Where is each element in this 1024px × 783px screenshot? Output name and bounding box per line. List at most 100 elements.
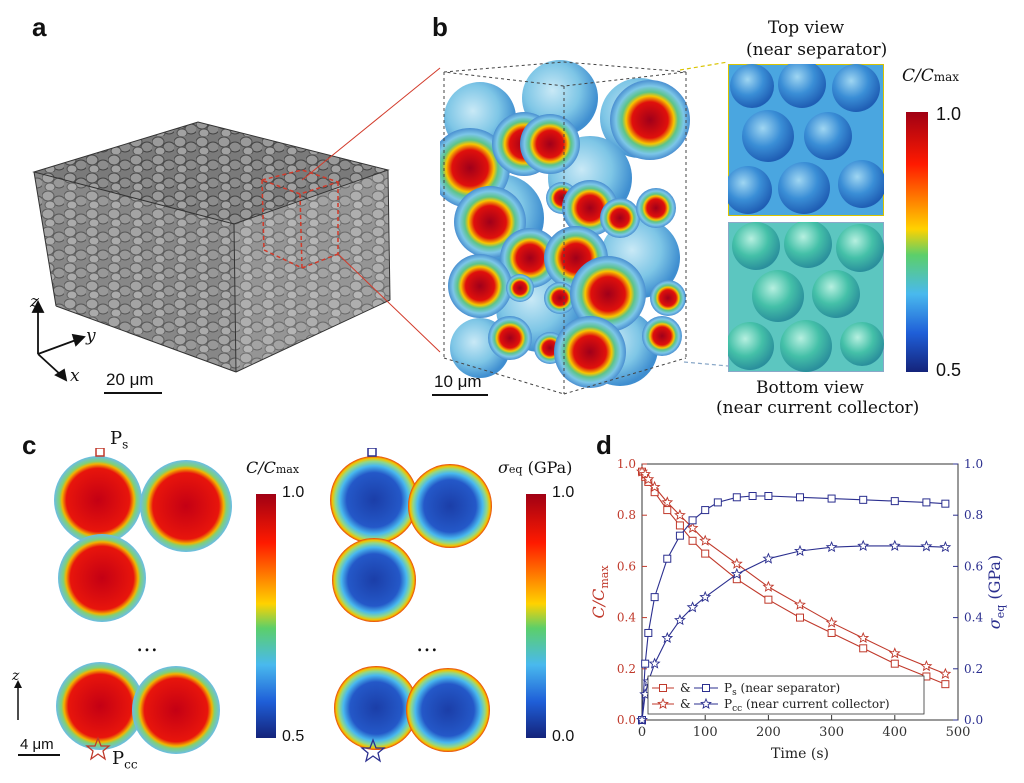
data-point-2: [713, 498, 722, 507]
data-point-2: [663, 554, 672, 563]
panel-b-label: b: [432, 12, 448, 42]
z-axis-label-c: z: [12, 668, 20, 684]
axis-z-label: z: [30, 292, 39, 312]
bottom-view-image: [728, 222, 884, 372]
legend-amp: &: [680, 681, 691, 695]
stress-cross-section: [330, 448, 492, 763]
scale-bar-a: [104, 392, 162, 394]
axis-x-label: x: [70, 366, 80, 386]
y-left-tick-label: 0.8: [617, 508, 636, 522]
data-point-0: [764, 595, 773, 604]
data-point-1: [825, 616, 838, 628]
ellipsis-left: …: [136, 632, 158, 657]
data-point-0: [675, 521, 684, 530]
legend-marker-conc: [659, 684, 667, 692]
point-pcc-label: Pcc: [112, 748, 138, 772]
zoom-connectors: [301, 61, 729, 367]
colorbar-c1-min: 0.5: [282, 728, 305, 745]
y-left-tick-label: 0.6: [617, 559, 636, 573]
scale-bar-c: [18, 754, 60, 756]
colorbar-c1-max: 1.0: [282, 484, 305, 501]
y-left-axis-label: C/Cmax: [589, 565, 611, 619]
data-point-3: [857, 539, 870, 551]
data-point-2: [748, 492, 757, 500]
data-point-3: [825, 541, 838, 553]
data-point-1: [888, 647, 901, 659]
colorbar-c2-title: σeq (GPa): [498, 458, 573, 477]
data-point-0: [663, 506, 672, 515]
data-point-2: [922, 498, 931, 507]
x-tick-label: 400: [882, 725, 907, 740]
ellipsis-right: …: [416, 632, 438, 657]
data-point-1: [762, 580, 775, 592]
particle-concentration-render: [440, 60, 690, 395]
data-point-2: [941, 499, 950, 508]
y-right-axis-label: σeq (GPa): [985, 555, 1007, 629]
y-right-tick-label: 1.0: [964, 457, 983, 471]
z-arrow: [14, 680, 22, 720]
colorbar-b-min: 0.5: [936, 360, 962, 380]
legend-label: Pcc (near current collector): [724, 697, 890, 714]
data-point-3: [699, 590, 712, 603]
series-line-3: [641, 545, 946, 721]
series-line-0: [641, 471, 946, 685]
bottom-view-title: Bottom view: [756, 378, 864, 398]
y-right-tick-label: 0.8: [964, 508, 983, 522]
x-axis-label: Time (s): [771, 746, 829, 762]
x-tick-label: 0: [638, 725, 646, 740]
x-tick-label: 100: [693, 725, 718, 740]
legend-marker-stress: [702, 684, 710, 692]
y-right-tick-label: 0.2: [964, 662, 983, 676]
data-point-1: [642, 473, 655, 485]
data-point-1: [661, 496, 674, 508]
data-point-3: [674, 614, 686, 626]
scale-bar-c-label: 4 μm: [20, 736, 54, 753]
data-point-3: [888, 539, 901, 551]
colorbar-c2-max: 1.0: [552, 484, 575, 501]
data-point-2: [641, 659, 650, 668]
y-right-tick-label: 0.6: [964, 559, 983, 573]
data-point-2: [650, 593, 659, 602]
data-point-3: [730, 567, 743, 580]
electrode-3d-render: [32, 121, 391, 373]
colorbar-b-title: C/Cmax: [902, 66, 960, 86]
legend-amp: &: [680, 697, 691, 711]
y-right-tick-label: 0.4: [964, 611, 983, 625]
data-point-2: [827, 494, 836, 503]
data-point-2: [764, 492, 773, 500]
x-tick-label: 300: [819, 725, 844, 740]
bottom-view-subtitle: (near current collector): [716, 398, 920, 418]
data-point-1: [920, 659, 933, 672]
x-tick-label: 200: [756, 725, 781, 740]
y-left-tick-label: 0.0: [617, 713, 636, 727]
scale-bar-b-label: 10 μm: [434, 372, 482, 391]
data-point-1: [686, 521, 699, 533]
plot-frame: [641, 463, 959, 721]
colorbar-c1-title: C/Cmax: [246, 458, 300, 477]
data-point-2: [732, 493, 741, 502]
legend-marker-conc: [657, 697, 669, 709]
legend-label: Ps (near separator): [724, 681, 840, 698]
data-point-0: [688, 536, 697, 545]
data-point-0: [890, 659, 899, 668]
data-point-2: [859, 495, 868, 504]
data-point-1: [699, 534, 712, 546]
data-point-3: [661, 631, 674, 644]
x-tick-label: 500: [946, 725, 971, 740]
y-left-tick-label: 1.0: [617, 457, 636, 471]
data-point-0: [796, 613, 804, 622]
legend-box: [647, 675, 925, 715]
colorbar-b-max: 1.0: [936, 104, 962, 124]
colorbar-c1: [256, 494, 276, 738]
data-point-0: [701, 549, 710, 558]
data-point-1: [648, 480, 661, 493]
axis-y-label: y: [86, 326, 96, 346]
data-point-1: [674, 509, 686, 521]
top-view-title: Top view: [768, 18, 845, 38]
data-point-3: [762, 552, 775, 564]
point-ps-label: Ps: [110, 428, 129, 452]
data-point-3: [939, 541, 952, 553]
top-view-image: [728, 64, 884, 216]
data-point-2: [701, 506, 710, 515]
